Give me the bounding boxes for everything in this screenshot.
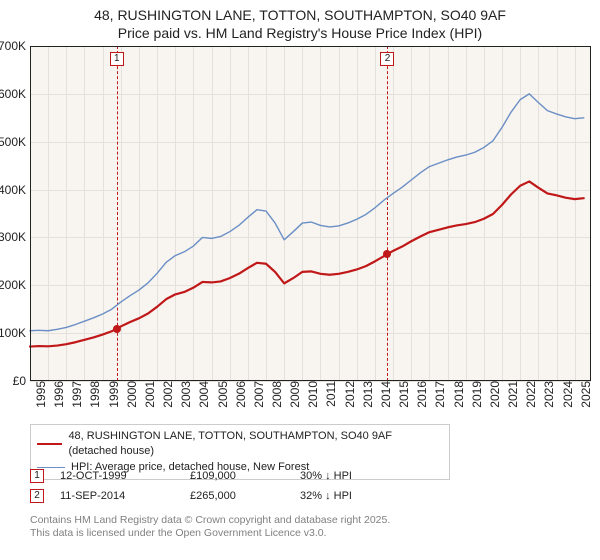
y-tick-label: £400K <box>0 183 30 197</box>
y-tick-label: £200K <box>0 278 30 292</box>
sales-table-cell-price: £109,000 <box>190 470 300 482</box>
x-tick-label: 2018 <box>448 381 466 408</box>
legend-item: 48, RUSHINGTON LANE, TOTTON, SOUTHAMPTON… <box>37 429 443 460</box>
sale-marker-box: 1 <box>110 52 124 66</box>
x-tick-label: 2007 <box>248 381 266 408</box>
sales-table: 1 12-OCT-1999£109,00030% ↓ HPI 2 11-SEP-201… <box>30 466 410 506</box>
x-tick-label: 2002 <box>157 381 175 408</box>
footer-attribution: Contains HM Land Registry data © Crown c… <box>30 514 590 540</box>
sales-table-cell-marker: 1 <box>30 469 60 483</box>
x-tick-label: 1998 <box>84 381 102 408</box>
x-tick-label: 2014 <box>375 381 393 408</box>
x-tick-label: 2023 <box>538 381 556 408</box>
y-tick-label: £600K <box>0 87 30 101</box>
x-tick-label: 2013 <box>357 381 375 408</box>
x-tick-label: 2020 <box>484 381 502 408</box>
sales-table-cell-date: 11-SEP-2014 <box>60 490 190 502</box>
x-tick-label: 1999 <box>103 381 121 408</box>
x-tick-label: 1996 <box>48 381 66 408</box>
x-tick-label: 2021 <box>502 381 520 408</box>
x-tick-label: 2011 <box>320 381 338 407</box>
x-tick-label: 2010 <box>302 381 320 408</box>
chart-title: 48, RUSHINGTON LANE, TOTTON, SOUTHAMPTON… <box>0 6 600 42</box>
sales-table-row: 2 11-SEP-2014£265,00032% ↓ HPI <box>30 486 410 506</box>
x-tick-label: 2009 <box>284 381 302 408</box>
x-tick-label: 2017 <box>429 381 447 408</box>
y-tick-label: £500K <box>0 135 30 149</box>
x-tick-label: 2015 <box>393 381 411 408</box>
y-tick-label: £300K <box>0 230 30 244</box>
legend-label: 48, RUSHINGTON LANE, TOTTON, SOUTHAMPTON… <box>68 429 443 460</box>
x-tick-label: 1997 <box>66 381 84 408</box>
x-tick-label: 2005 <box>212 381 230 408</box>
x-tick-label: 2016 <box>411 381 429 408</box>
x-tick-label: 1995 <box>30 381 48 408</box>
x-tick-label: 2001 <box>139 381 157 408</box>
sales-table-cell-price: £265,000 <box>190 490 300 502</box>
sales-table-cell-date: 12-OCT-1999 <box>60 470 190 482</box>
y-tick-label: £0 <box>13 374 30 388</box>
x-tick-label: 2025 <box>575 381 593 408</box>
x-tick-label: 2024 <box>557 381 575 408</box>
x-tick-label: 2022 <box>520 381 538 408</box>
x-tick-label: 2004 <box>193 381 211 408</box>
x-tick-label: 2012 <box>339 381 357 408</box>
y-tick-label: £100K <box>0 326 30 340</box>
footer-line-1: Contains HM Land Registry data © Crown c… <box>30 514 590 527</box>
series-hpi <box>30 94 584 331</box>
sales-table-row: 1 12-OCT-1999£109,00030% ↓ HPI <box>30 466 410 486</box>
legend-swatch <box>37 443 62 445</box>
x-tick-label: 2003 <box>175 381 193 408</box>
figure: 48, RUSHINGTON LANE, TOTTON, SOUTHAMPTON… <box>0 0 600 560</box>
sales-table-cell-marker: 2 <box>30 489 60 503</box>
plot-area: 12 £0£100K£200K£300K£400K£500K£600K£700K… <box>30 46 591 381</box>
sales-table-marker: 2 <box>30 489 44 503</box>
sale-dot <box>383 250 391 258</box>
x-tick-label: 2006 <box>230 381 248 408</box>
y-tick-label: £700K <box>0 39 30 53</box>
footer-line-2: This data is licensed under the Open Gov… <box>30 527 590 540</box>
x-tick-label: 2000 <box>121 381 139 408</box>
sales-table-cell-pct: 30% ↓ HPI <box>300 470 410 482</box>
x-tick-label: 2019 <box>466 381 484 408</box>
x-tick-label: 2008 <box>266 381 284 408</box>
sales-table-cell-pct: 32% ↓ HPI <box>300 490 410 502</box>
sale-dot <box>113 325 121 333</box>
sale-marker-box: 2 <box>380 52 394 66</box>
sales-table-marker: 1 <box>30 469 44 483</box>
series-property <box>30 181 584 346</box>
